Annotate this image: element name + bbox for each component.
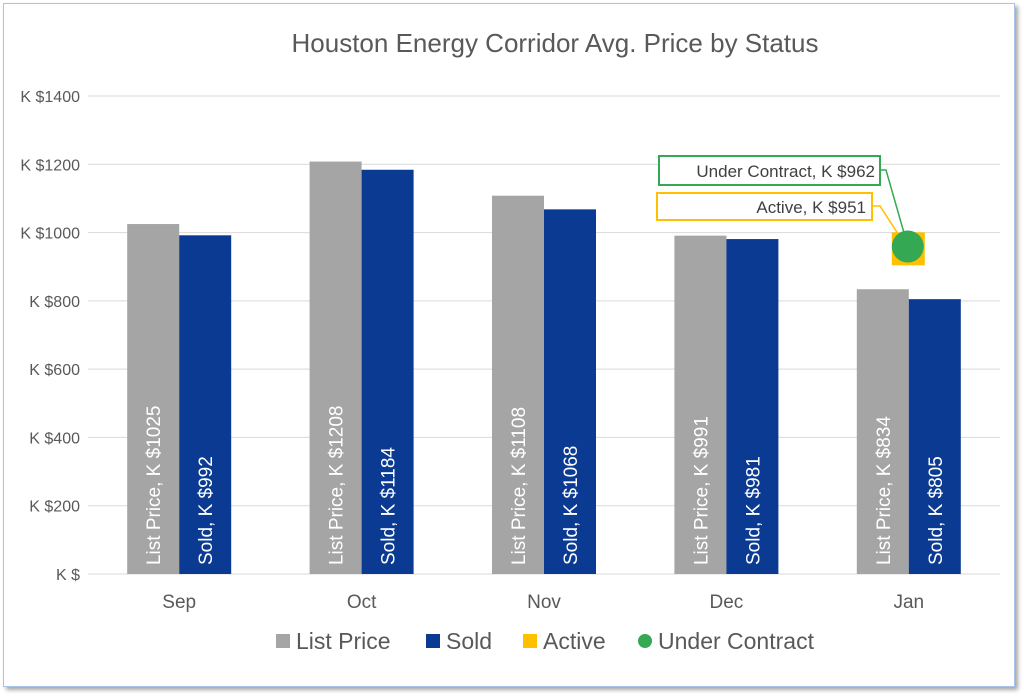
legend-sold-swatch xyxy=(426,634,440,648)
under-contract-callout-box xyxy=(658,155,881,186)
bar-data-label: List Price, K $1108 xyxy=(509,407,530,565)
bar-data-label: Sold, K $1184 xyxy=(379,447,400,565)
bar-data-label: Sold, K $1068 xyxy=(561,446,582,565)
legend-under-contract-swatch xyxy=(638,634,652,648)
bar-data-label: List Price, K $991 xyxy=(691,416,712,565)
under-contract-marker xyxy=(891,230,924,263)
y-tick-label: K $ xyxy=(56,567,80,584)
bar-data-label: Sold, K $805 xyxy=(926,456,947,565)
bar-list-price xyxy=(309,161,362,574)
bar-sold xyxy=(908,299,961,574)
x-tick-label: Jan xyxy=(893,592,924,613)
bar-data-label: List Price, K $1025 xyxy=(144,406,165,565)
under-contract-data-label: Under Contract, K $962 xyxy=(696,162,875,181)
chart-title: Houston Energy Corridor Avg. Price by St… xyxy=(292,28,819,58)
bar-data-label: Sold, K $981 xyxy=(743,456,764,565)
bar-sold xyxy=(361,169,414,574)
legend-sold-label: Sold xyxy=(446,628,492,654)
bar-sold xyxy=(544,209,596,574)
bar-list-price xyxy=(674,235,727,574)
legend-list-price-label: List Price xyxy=(296,628,391,654)
bar-list-price xyxy=(127,224,180,575)
x-tick-label: Sep xyxy=(162,592,196,613)
legend-under-contract-label: Under Contract xyxy=(658,628,815,654)
y-tick-label: K $200 xyxy=(29,499,80,516)
bar-sold xyxy=(179,235,232,574)
bar-data-label: List Price, K $834 xyxy=(874,416,895,565)
y-tick-label: K $400 xyxy=(29,430,80,447)
bar-data-label: Sold, K $992 xyxy=(196,456,217,565)
active-data-label: Active, K $951 xyxy=(756,198,866,217)
bar-sold xyxy=(726,239,779,574)
bar-list-price xyxy=(856,289,909,574)
legend-active-swatch xyxy=(523,634,537,648)
legend-list-price-swatch xyxy=(276,634,290,648)
x-tick-label: Dec xyxy=(710,592,744,613)
y-tick-label: K $800 xyxy=(29,294,80,311)
y-tick-label: K $1400 xyxy=(20,89,80,106)
bar-data-label: List Price, K $1208 xyxy=(327,406,348,565)
y-tick-label: K $600 xyxy=(29,362,80,379)
active-callout-box xyxy=(656,192,873,221)
under-contract-leader-line xyxy=(880,169,910,250)
y-tick-label: K $1000 xyxy=(20,226,80,243)
x-tick-label: Oct xyxy=(347,592,377,613)
legend-active-label: Active xyxy=(543,628,606,654)
bar-list-price xyxy=(492,195,544,574)
x-tick-label: Nov xyxy=(527,592,561,613)
y-tick-label: K $1200 xyxy=(20,157,80,174)
